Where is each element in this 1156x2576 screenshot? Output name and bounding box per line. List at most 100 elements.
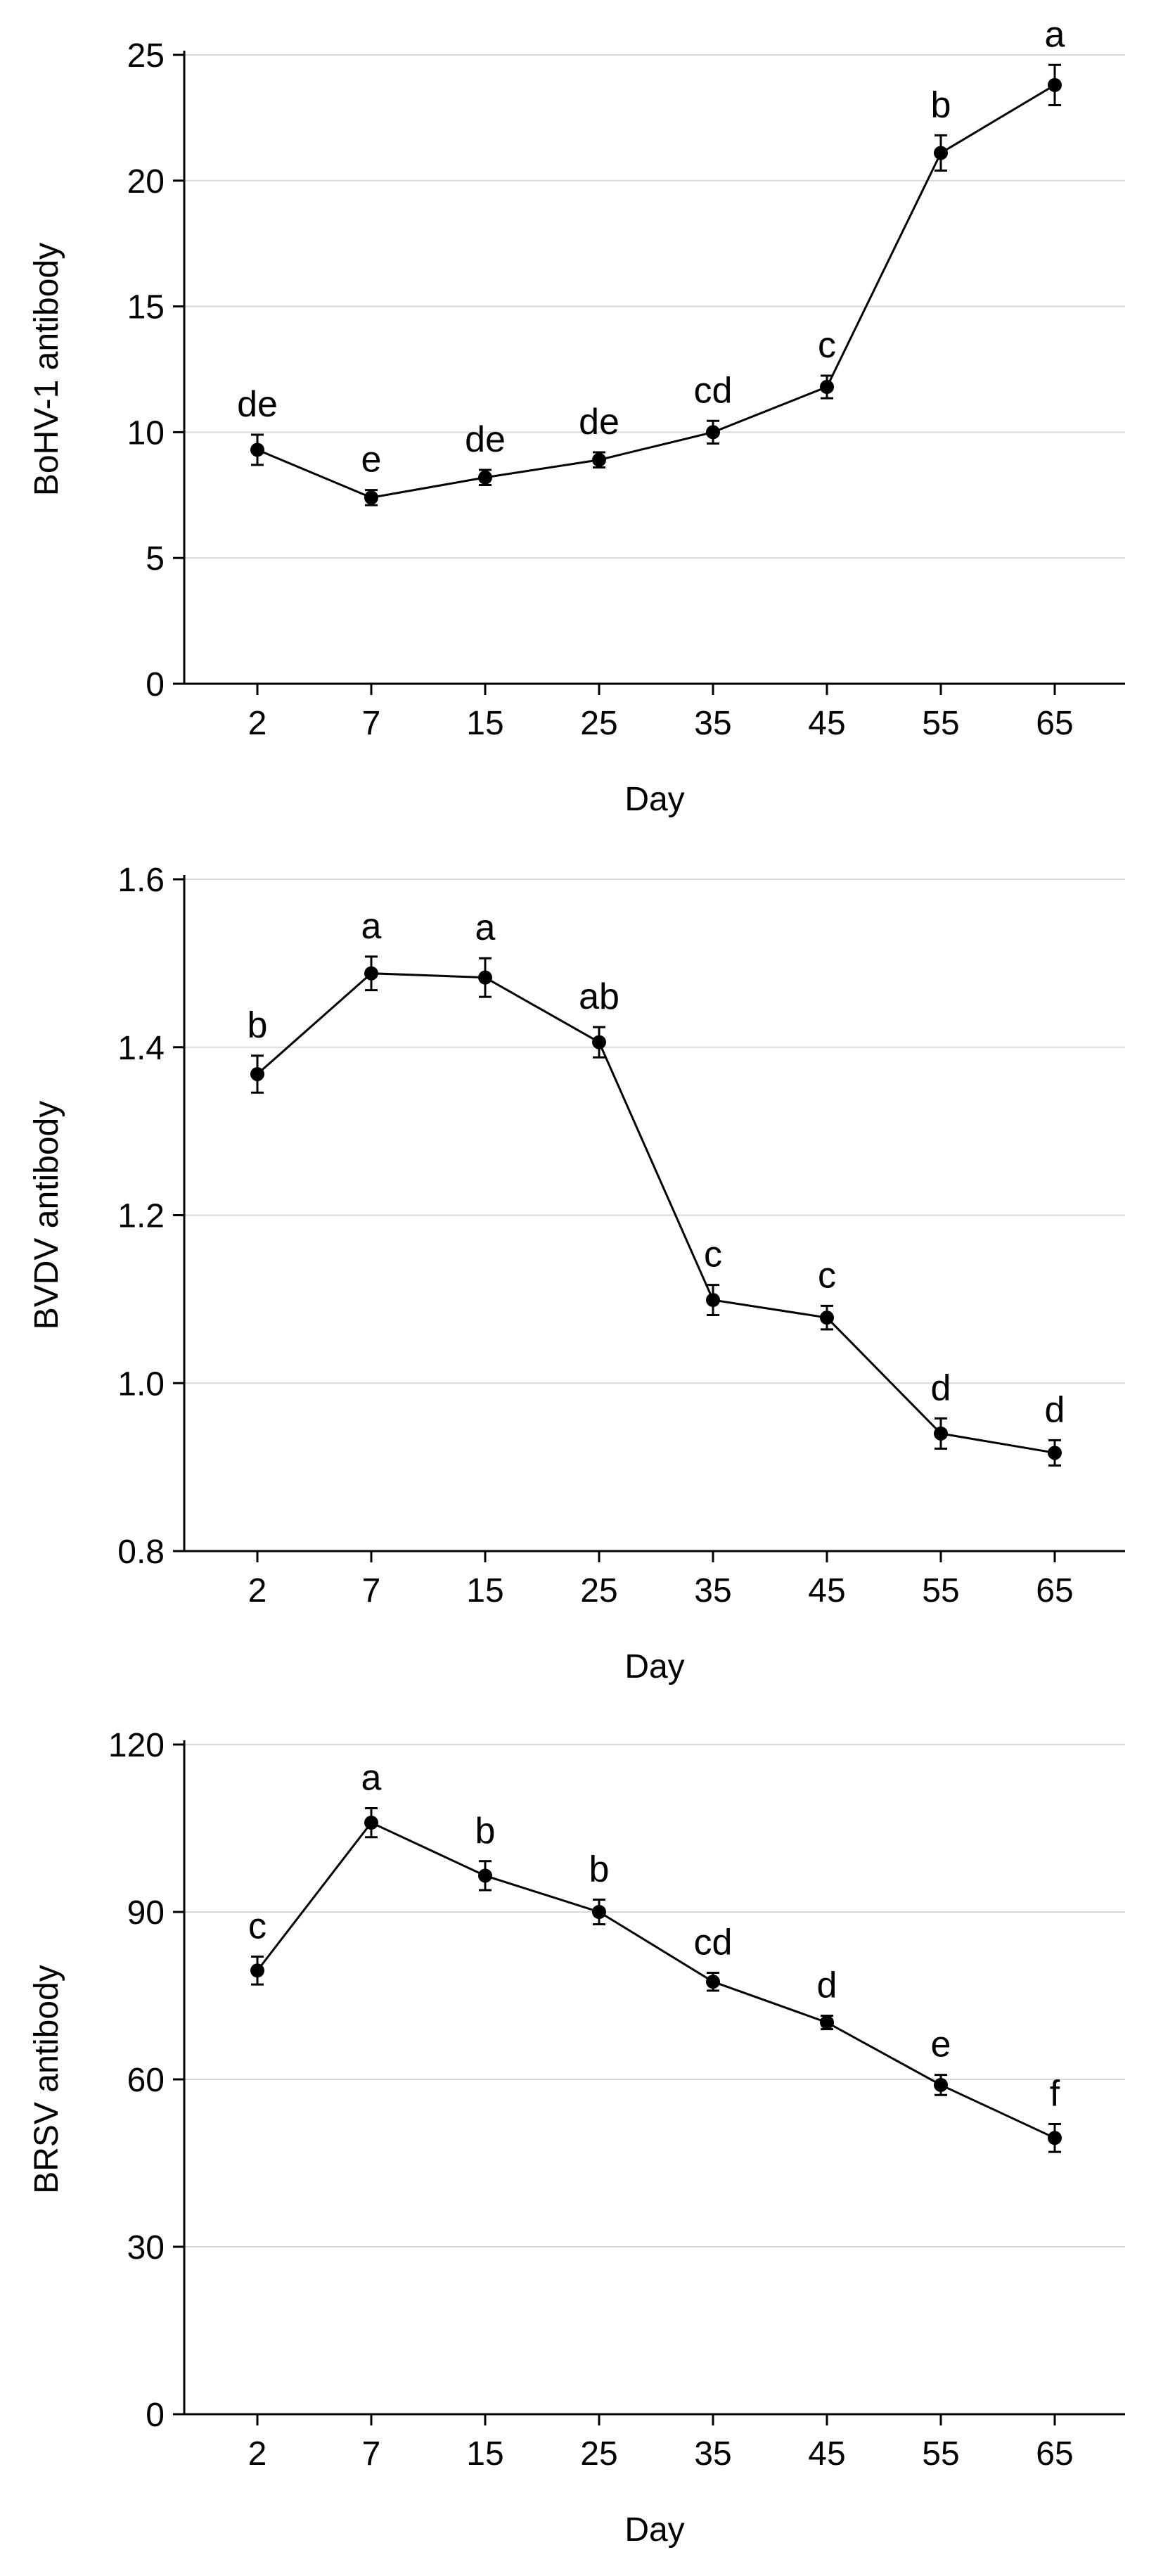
x-tick-label: 55 bbox=[922, 1572, 959, 1609]
series-line bbox=[256, 1821, 1055, 2139]
x-tick-label: 2 bbox=[248, 2435, 267, 2473]
y-tick-label: 10 bbox=[127, 414, 165, 452]
significance-letter: c bbox=[818, 325, 836, 366]
data-point bbox=[1048, 77, 1062, 92]
significance-letter: f bbox=[1050, 2073, 1060, 2114]
data-point bbox=[592, 1905, 606, 1919]
significance-letter: d bbox=[1045, 1389, 1065, 1430]
chart-bvdv: 0.8 1.0 1.2 1.4 1.6 2 7 15 25 35 45 55 65 Day BVDV ant… bbox=[28, 862, 1125, 1685]
x-axis-title: Day bbox=[624, 781, 684, 818]
significance-letter: e bbox=[931, 2025, 951, 2065]
data-point bbox=[478, 1868, 492, 1883]
significance-letter: b bbox=[475, 1811, 496, 1851]
x-tick-label: 15 bbox=[466, 2435, 503, 2473]
y-tick-label: 1.4 bbox=[117, 1030, 165, 1067]
data-point bbox=[364, 490, 378, 505]
x-axis-title: Day bbox=[624, 1648, 684, 1685]
data-point bbox=[250, 442, 264, 457]
x-tick-label: 45 bbox=[808, 705, 845, 742]
significance-letter: a bbox=[475, 907, 496, 948]
significance-letter: cd bbox=[694, 370, 733, 411]
significance-letter: a bbox=[1045, 14, 1065, 55]
significance-letter: b bbox=[589, 1849, 610, 1890]
significance-letter: de bbox=[579, 402, 619, 442]
x-tick-label: 7 bbox=[362, 2435, 381, 2473]
chart-brsv: 0 30 60 90 120 2 7 15 25 35 45 55 65 Day BRSV antibody… bbox=[28, 1727, 1125, 2549]
x-tick-label: 35 bbox=[694, 1572, 731, 1609]
data-point bbox=[706, 1975, 720, 1989]
significance-letter: b bbox=[248, 1005, 268, 1046]
data-point bbox=[250, 1066, 264, 1081]
y-tick-label: 0 bbox=[146, 666, 165, 703]
x-tick-label: 25 bbox=[580, 1572, 617, 1609]
y-axis-title: BVDV antibody bbox=[28, 1101, 65, 1330]
data-point bbox=[706, 1293, 720, 1308]
x-tick-label: 25 bbox=[580, 2435, 617, 2473]
x-tick-label: 35 bbox=[694, 705, 731, 742]
x-axis-title: Day bbox=[624, 2511, 684, 2549]
y-tick-label: 1.2 bbox=[117, 1198, 165, 1235]
data-point bbox=[820, 2015, 834, 2030]
y-tick-label: 15 bbox=[127, 289, 165, 326]
significance-letter: e bbox=[361, 440, 382, 480]
data-point bbox=[1048, 1446, 1062, 1460]
x-tick-label: 25 bbox=[580, 705, 617, 742]
data-point bbox=[934, 1426, 948, 1441]
data-point bbox=[478, 970, 492, 985]
x-tick-label: 55 bbox=[922, 2435, 959, 2473]
y-tick-label: 0.8 bbox=[117, 1534, 165, 1571]
data-point bbox=[934, 146, 948, 160]
data-point bbox=[364, 966, 378, 981]
y-tick-label: 25 bbox=[127, 37, 165, 75]
data-point bbox=[364, 1816, 378, 1830]
data-point bbox=[820, 1311, 834, 1325]
x-tick-label: 15 bbox=[466, 1572, 503, 1609]
data-point bbox=[478, 470, 492, 485]
data-point bbox=[820, 380, 834, 395]
significance-letter: de bbox=[465, 419, 506, 460]
series-line bbox=[257, 972, 1055, 1454]
significance-letter: d bbox=[931, 1367, 951, 1408]
data-point bbox=[592, 452, 606, 467]
x-tick-label: 35 bbox=[694, 2435, 731, 2473]
y-tick-label: 1.0 bbox=[117, 1365, 165, 1403]
significance-letter: c bbox=[248, 1906, 266, 1946]
significance-letter: c bbox=[704, 1235, 722, 1275]
x-tick-label: 15 bbox=[466, 705, 503, 742]
y-tick-label: 5 bbox=[146, 540, 165, 578]
significance-letter: a bbox=[361, 1757, 382, 1798]
x-tick-label: 65 bbox=[1036, 2435, 1073, 2473]
x-tick-label: 45 bbox=[808, 1572, 845, 1609]
x-tick-label: 45 bbox=[808, 2435, 845, 2473]
y-tick-label: 60 bbox=[127, 2062, 165, 2099]
y-axis-title: BoHV-1 antibody bbox=[28, 243, 65, 496]
chart-bohv1: 0 5 10 15 20 25 2 7 15 25 35 45 55 65 Day BoHV-1 antibo… bbox=[28, 14, 1125, 818]
data-point bbox=[934, 2077, 948, 2092]
y-tick-label: 30 bbox=[127, 2229, 165, 2266]
x-tick-label: 65 bbox=[1036, 705, 1073, 742]
significance-letter: de bbox=[237, 384, 278, 425]
significance-letter: b bbox=[931, 84, 951, 125]
y-tick-label: 120 bbox=[108, 1727, 165, 1764]
y-tick-label: 0 bbox=[146, 2397, 165, 2434]
data-point bbox=[1048, 2131, 1062, 2145]
x-tick-label: 2 bbox=[248, 705, 267, 742]
significance-letter: d bbox=[817, 1965, 837, 2006]
y-tick-label: 1.6 bbox=[117, 862, 165, 899]
significance-letter: a bbox=[361, 906, 382, 947]
significance-letter: c bbox=[818, 1255, 836, 1296]
data-point bbox=[592, 1035, 606, 1050]
significance-letter: cd bbox=[694, 1922, 733, 1963]
x-tick-label: 7 bbox=[362, 705, 381, 742]
x-tick-label: 2 bbox=[248, 1572, 267, 1609]
data-point bbox=[706, 425, 720, 440]
x-tick-label: 55 bbox=[922, 705, 959, 742]
y-tick-label: 90 bbox=[127, 1894, 165, 1932]
x-tick-label: 65 bbox=[1036, 1572, 1073, 1609]
significance-letter: ab bbox=[579, 976, 619, 1017]
series-line bbox=[257, 84, 1055, 499]
y-tick-label: 20 bbox=[127, 163, 165, 200]
x-tick-label: 7 bbox=[362, 1572, 381, 1609]
data-point bbox=[250, 1963, 264, 1978]
